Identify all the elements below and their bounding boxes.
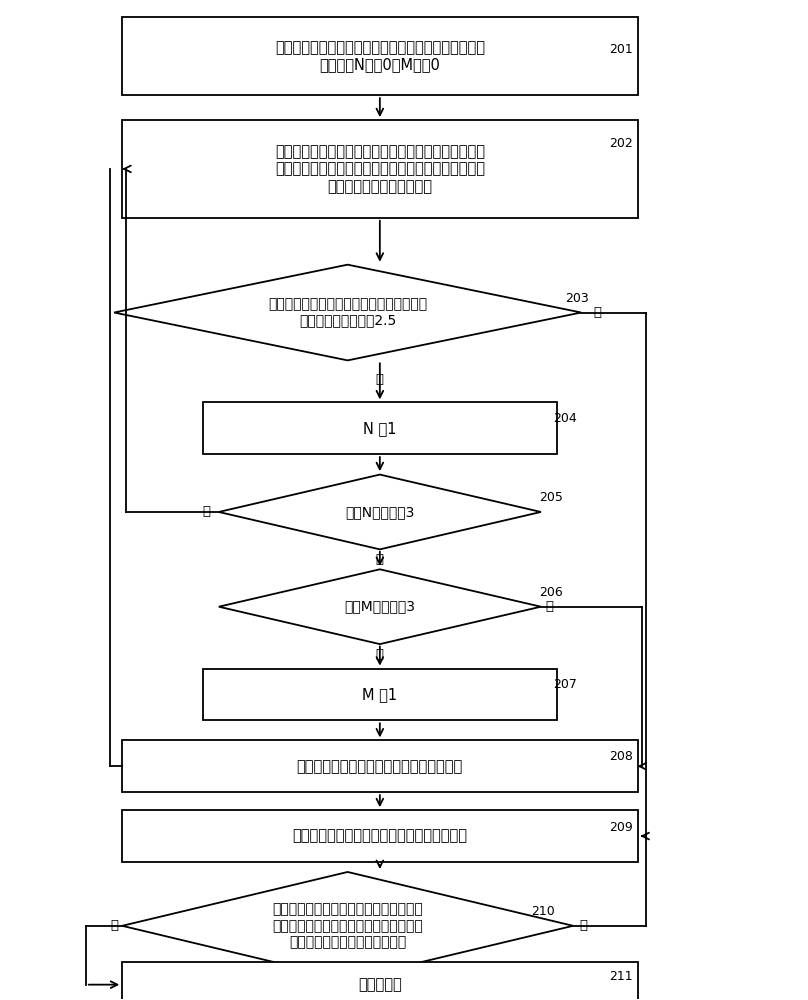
Text: 211: 211 xyxy=(609,970,633,983)
Text: 开启空调，压缩机开始工作，记录压缩机的持续工作时
长时间，N等于0，M等于0: 开启空调，压缩机开始工作，记录压缩机的持续工作时 长时间，N等于0，M等于0 xyxy=(275,40,485,72)
Text: 否: 否 xyxy=(203,505,211,518)
Text: 是: 是 xyxy=(545,600,553,613)
Text: 否: 否 xyxy=(376,648,384,661)
Text: 否: 否 xyxy=(579,919,587,932)
Text: 201: 201 xyxy=(609,43,633,56)
Text: 208: 208 xyxy=(609,750,633,763)
Text: 判断M是否等于3: 判断M是否等于3 xyxy=(344,600,415,614)
Text: 关闭所述压缩机三分钟之后重启所述压缩机: 关闭所述压缩机三分钟之后重启所述压缩机 xyxy=(297,759,463,774)
FancyBboxPatch shape xyxy=(122,17,638,95)
Text: 202: 202 xyxy=(609,137,633,150)
Text: 压缩机正常工作，记录压缩机的累计工作时间: 压缩机正常工作，记录压缩机的累计工作时间 xyxy=(292,829,467,844)
Text: 205: 205 xyxy=(539,491,563,504)
Text: 是: 是 xyxy=(376,553,384,566)
Polygon shape xyxy=(219,475,541,549)
Text: 203: 203 xyxy=(565,292,589,305)
Text: 209: 209 xyxy=(609,821,633,834)
Polygon shape xyxy=(114,265,581,360)
FancyBboxPatch shape xyxy=(203,669,557,720)
Text: 206: 206 xyxy=(539,586,563,599)
Text: 207: 207 xyxy=(553,678,577,691)
Text: M 加1: M 加1 xyxy=(362,687,398,702)
FancyBboxPatch shape xyxy=(122,740,638,792)
Text: 判断N是否等于3: 判断N是否等于3 xyxy=(345,505,415,519)
Text: 当所述压缩机的持续工作时长达到第一预设时长时，获
取空调的室内回风传感器检测的环境温度和空调的吹出
温度传感器检测的吹出温度: 当所述压缩机的持续工作时长达到第一预设时长时，获 取空调的室内回风传感器检测的环… xyxy=(275,144,485,194)
Text: 判断所述环境温度与所述吹出温度的差的绝
对值是否小于或等于2.5: 判断所述环境温度与所述吹出温度的差的绝 对值是否小于或等于2.5 xyxy=(268,297,427,328)
FancyBboxPatch shape xyxy=(203,402,557,454)
FancyBboxPatch shape xyxy=(122,962,638,1000)
Text: 是: 是 xyxy=(376,373,384,386)
Text: 点亮报警灯: 点亮报警灯 xyxy=(358,977,402,992)
Text: 否: 否 xyxy=(593,306,601,319)
FancyBboxPatch shape xyxy=(122,120,638,218)
Text: 210: 210 xyxy=(531,905,555,918)
Text: 204: 204 xyxy=(553,412,577,425)
FancyBboxPatch shape xyxy=(122,810,638,862)
Polygon shape xyxy=(219,569,541,644)
Text: 是: 是 xyxy=(110,919,118,932)
Text: N 加1: N 加1 xyxy=(363,421,397,436)
Polygon shape xyxy=(122,872,573,980)
Text: 当所述压缩机的累计工作时间达到第三预
设时长时，判断当前所述压缩机持续工作
时长是否达到所述第一预设时长: 当所述压缩机的累计工作时间达到第三预 设时长时，判断当前所述压缩机持续工作 时长… xyxy=(272,903,423,949)
